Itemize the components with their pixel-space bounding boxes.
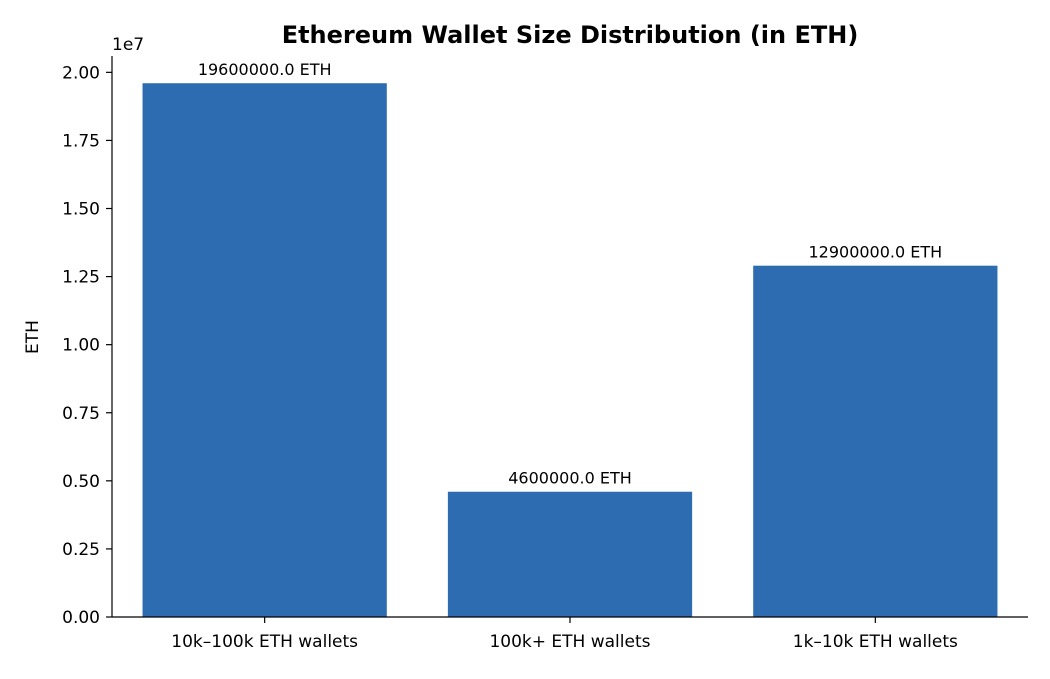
- y-tick-label: 0.25: [62, 540, 100, 560]
- bar-value-label: 4600000.0 ETH: [508, 469, 632, 488]
- bar: [142, 83, 387, 617]
- y-axis-ticks: 0.00 0.25 0.50 0.75 1.00 1.25 1.50 1.75 2.00: [62, 63, 112, 628]
- y-tick-label: 0.75: [62, 404, 100, 424]
- x-axis-ticks: 10k–100k ETH wallets 100k+ ETH wallets 1k–…: [171, 617, 958, 652]
- bar-value-label: 12900000.0 ETH: [808, 243, 942, 262]
- y-axis-offset-label: 1e7: [112, 35, 144, 55]
- y-tick-label: 0.00: [62, 608, 100, 628]
- chart-title: Ethereum Wallet Size Distribution (in ET…: [282, 21, 859, 49]
- bar-value-label: 19600000.0 ETH: [198, 60, 332, 79]
- y-tick-label: 1.50: [62, 200, 100, 220]
- bar: [447, 491, 693, 617]
- y-axis-label: ETH: [23, 320, 43, 354]
- y-tick-label: 1.25: [62, 268, 100, 288]
- x-tick-label: 100k+ ETH wallets: [489, 632, 650, 652]
- y-tick-label: 2.00: [62, 63, 100, 83]
- x-tick-label: 10k–100k ETH wallets: [171, 632, 358, 652]
- x-tick-label: 1k–10k ETH wallets: [793, 632, 958, 652]
- bar-labels-layer: 19600000.0 ETH 4600000.0 ETH 12900000.0 ET…: [198, 60, 942, 487]
- bar: [753, 265, 998, 617]
- y-tick-label: 0.50: [62, 472, 100, 492]
- y-tick-label: 1.75: [62, 131, 100, 151]
- bars-layer: [142, 83, 998, 617]
- y-tick-label: 1.00: [62, 336, 100, 356]
